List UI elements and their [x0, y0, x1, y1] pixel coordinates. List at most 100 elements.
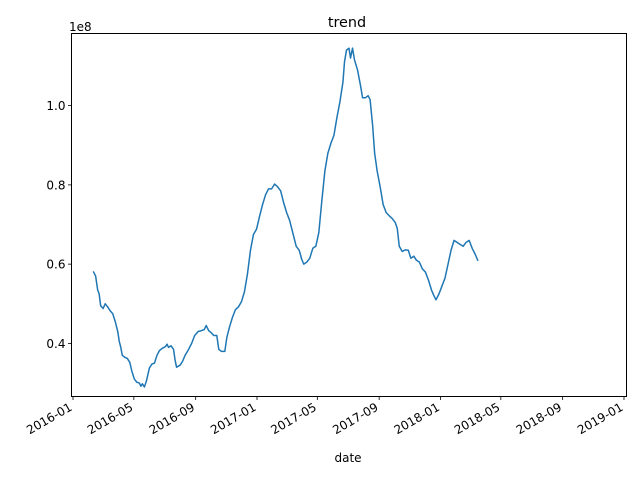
data-point: [231, 317, 233, 319]
data-point: [327, 152, 329, 154]
data-point: [333, 134, 335, 136]
data-point: [348, 47, 350, 49]
data-point: [265, 194, 266, 196]
data-point: [262, 204, 263, 206]
data-point: [394, 222, 396, 223]
data-point: [404, 249, 406, 251]
data-point: [324, 170, 326, 172]
data-point: [256, 228, 257, 230]
data-point: [447, 263, 449, 265]
data-point: [477, 259, 479, 261]
data-point: [312, 247, 314, 249]
y-tick-label: 0.8: [46, 178, 65, 192]
data-point: [220, 350, 222, 352]
data-point: [418, 261, 420, 263]
data-point: [413, 255, 415, 257]
data-point: [321, 200, 323, 202]
data-point: [109, 310, 111, 312]
data-point: [114, 321, 116, 322]
data-point: [453, 239, 455, 241]
y-axis: 0.4 0.6 0.8 1.0: [46, 99, 72, 351]
data-point: [444, 277, 446, 279]
data-point: [280, 190, 282, 192]
y-tick-label: 0.6: [46, 258, 65, 272]
chart-title: trend: [328, 15, 366, 31]
data-point: [104, 303, 106, 305]
data-point: [438, 293, 440, 295]
data-point: [433, 295, 435, 297]
series-line: [92, 47, 479, 388]
data-point: [318, 232, 320, 233]
data-point: [138, 382, 140, 384]
data-point: [244, 291, 245, 293]
data-point: [401, 251, 403, 252]
data-point: [121, 354, 123, 356]
data-point: [471, 247, 473, 249]
data-point: [129, 362, 131, 363]
data-point: [194, 335, 196, 336]
data-point: [441, 285, 443, 287]
data-point: [120, 346, 122, 348]
data-point: [339, 101, 341, 103]
data-point: [224, 350, 226, 352]
data-point: [268, 188, 269, 190]
data-point: [118, 341, 120, 342]
data-point: [162, 347, 163, 349]
data-point: [234, 309, 236, 311]
data-point: [367, 95, 369, 97]
data-point: [459, 243, 461, 245]
data-point: [173, 348, 174, 350]
data-point: [191, 343, 193, 344]
data-point: [159, 350, 160, 351]
data-point: [124, 356, 126, 358]
data-point: [98, 293, 100, 295]
data-point: [374, 152, 376, 154]
data-point: [360, 85, 361, 87]
data-point: [203, 329, 205, 330]
data-point: [146, 380, 147, 382]
data-point: [330, 142, 332, 144]
data-point: [344, 61, 345, 63]
data-point: [342, 81, 344, 83]
data-point: [362, 97, 363, 99]
data-point: [274, 183, 275, 185]
data-point: [141, 383, 143, 385]
data-point: [238, 306, 239, 308]
data-point: [474, 253, 476, 255]
data-point: [376, 170, 378, 172]
data-point: [107, 306, 109, 308]
data-point: [182, 360, 184, 362]
data-point: [149, 367, 150, 369]
data-point: [456, 241, 458, 243]
data-point: [140, 385, 142, 387]
data-point: [379, 186, 381, 188]
data-point: [283, 202, 285, 204]
data-point: [174, 359, 176, 361]
data-point: [450, 249, 452, 251]
data-point: [250, 249, 251, 251]
data-point: [165, 346, 166, 347]
data-point: [218, 348, 220, 350]
data-point: [357, 69, 358, 71]
data-point: [197, 331, 199, 332]
series-layer: [92, 47, 479, 388]
data-point: [391, 218, 393, 219]
data-point: [241, 301, 242, 303]
data-point: [226, 337, 228, 338]
y-tick-label: 0.4: [46, 337, 65, 351]
data-point: [133, 378, 135, 380]
data-point: [228, 327, 230, 328]
data-point: [205, 325, 207, 326]
data-point: [277, 186, 279, 188]
data-point: [415, 259, 417, 261]
data-point: [422, 268, 423, 270]
data-point: [168, 346, 169, 348]
data-point: [407, 249, 409, 251]
data-point: [350, 57, 351, 59]
data-point: [468, 239, 470, 241]
data-point: [385, 212, 387, 214]
data-point: [156, 354, 158, 356]
data-point: [100, 305, 102, 307]
data-point: [200, 330, 202, 332]
